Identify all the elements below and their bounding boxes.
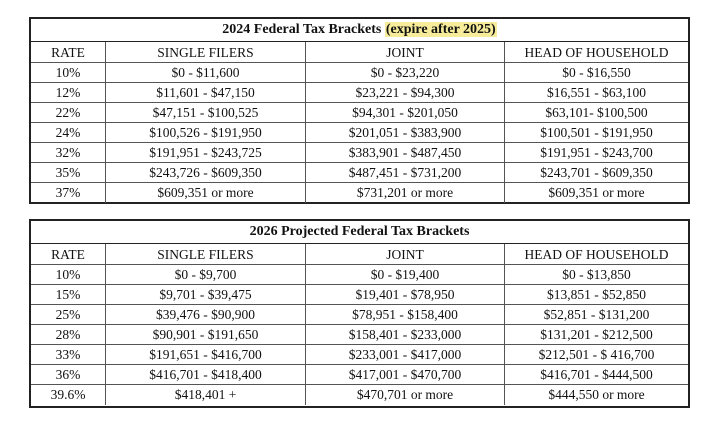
- joint-cell: $94,301 - $201,050: [306, 103, 505, 123]
- table-body: 10% $0 - $11,600 $0 - $23,220 $0 - $16,550 1…: [31, 63, 688, 203]
- joint-cell: $731,201 or more: [306, 183, 505, 203]
- head-of-household-cell: $13,851 - $52,850: [505, 285, 688, 305]
- joint-cell: $78,951 - $158,400: [306, 305, 505, 325]
- joint-cell: $19,401 - $78,950: [306, 285, 505, 305]
- joint-cell: $417,001 - $470,700: [306, 365, 505, 385]
- head-of-household-cell: $212,501 - $ 416,700: [505, 345, 688, 365]
- joint-cell: $201,051 - $383,900: [306, 123, 505, 143]
- header-row: RATE SINGLE FILERS JOINT HEAD OF HOUSEHO…: [31, 244, 688, 265]
- joint-cell: $470,701 or more: [306, 385, 505, 405]
- single-filers-cell: $416,701 - $418,400: [106, 365, 306, 385]
- tax-table-2024: 2024 Federal Tax Brackets (expire after …: [29, 17, 690, 204]
- joint-cell: $487,451 - $731,200: [306, 163, 505, 183]
- rate-cell: 28%: [31, 325, 106, 345]
- table-row: 32% $191,951 - $243,725 $383,901 - $487,45…: [31, 143, 688, 163]
- head-of-household-cell: $0 - $16,550: [505, 63, 688, 83]
- header-joint: JOINT: [306, 244, 505, 265]
- head-of-household-cell: $63,101- $100,500: [505, 103, 688, 123]
- table-row: 39.6% $418,401 + $470,701 or more $444,550 …: [31, 385, 688, 405]
- table-row: 36% $416,701 - $418,400 $417,001 - $470,70…: [31, 365, 688, 385]
- rate-cell: 39.6%: [31, 385, 106, 405]
- joint-cell: $0 - $23,220: [306, 63, 505, 83]
- single-filers-cell: $0 - $9,700: [106, 265, 306, 285]
- table-row: 33% $191,651 - $416,700 $233,001 - $417,00…: [31, 345, 688, 365]
- header-single-filers: SINGLE FILERS: [106, 244, 306, 265]
- header-rate: RATE: [31, 42, 106, 63]
- header-row: RATE SINGLE FILERS JOINT HEAD OF HOUSEHO…: [31, 42, 688, 63]
- joint-cell: $233,001 - $417,000: [306, 345, 505, 365]
- single-filers-cell: $39,476 - $90,900: [106, 305, 306, 325]
- single-filers-cell: $9,701 - $39,475: [106, 285, 306, 305]
- head-of-household-cell: $444,550 or more: [548, 387, 645, 402]
- rate-cell: 37%: [31, 183, 106, 203]
- single-filers-cell: $191,951 - $243,725: [106, 143, 306, 163]
- single-filers-cell: $418,401 +: [106, 385, 306, 405]
- table-row: 22% $47,151 - $100,525 $94,301 - $201,050 $…: [31, 103, 688, 123]
- rate-cell: 15%: [31, 285, 106, 305]
- joint-cell: $0 - $19,400: [306, 265, 505, 285]
- header-single-filers: SINGLE FILERS: [106, 42, 306, 63]
- table-row: 15% $9,701 - $39,475 $19,401 - $78,950 $13,…: [31, 285, 688, 305]
- table-row: 10% $0 - $11,600 $0 - $23,220 $0 - $16,550: [31, 63, 688, 83]
- joint-cell: $23,221 - $94,300: [306, 83, 505, 103]
- single-filers-cell: $191,651 - $416,700: [106, 345, 306, 365]
- header-joint: JOINT: [306, 42, 505, 63]
- rate-cell: 32%: [31, 143, 106, 163]
- rate-cell: 22%: [31, 103, 106, 123]
- table-row: 25% $39,476 - $90,900 $78,951 - $158,400 $5…: [31, 305, 688, 325]
- head-of-household-cell: $416,701 - $444,500: [505, 365, 688, 385]
- single-filers-cell: $609,351 or more: [106, 183, 306, 203]
- header-rate: RATE: [31, 244, 106, 265]
- rate-cell: 10%: [31, 63, 106, 83]
- table-title: 2024 Federal Tax Brackets (expire after …: [31, 19, 688, 42]
- head-of-household-cell: $243,701 - $609,350: [505, 163, 688, 183]
- single-filers-cell: $0 - $11,600: [106, 63, 306, 83]
- table-row: 28% $90,901 - $191,650 $158,401 - $233,000…: [31, 325, 688, 345]
- rate-cell: 36%: [31, 365, 106, 385]
- joint-cell: $158,401 - $233,000: [306, 325, 505, 345]
- head-of-household-cell: $131,201 - $212,500: [505, 325, 688, 345]
- joint-cell: $383,901 - $487,450: [306, 143, 505, 163]
- head-of-household-cell: $16,551 - $63,100: [505, 83, 688, 103]
- single-filers-cell: $11,601 - $47,150: [106, 83, 306, 103]
- head-of-household-cell: $609,351 or more: [548, 185, 645, 200]
- single-filers-cell: $243,726 - $609,350: [106, 163, 306, 183]
- table-title-main: 2026 Projected Federal Tax Brackets: [249, 224, 470, 239]
- head-of-household-cell: $0 - $13,850: [505, 265, 688, 285]
- rate-cell: 25%: [31, 305, 106, 325]
- table-title: 2026 Projected Federal Tax Brackets: [31, 221, 688, 244]
- table-row: 37% $609,351 or more $731,201 or more $609,…: [31, 183, 688, 203]
- table-title-highlight: (expire after 2025): [384, 22, 497, 37]
- table-row: 35% $243,726 - $609,350 $487,451 - $731,20…: [31, 163, 688, 183]
- single-filers-cell: $100,526 - $191,950: [106, 123, 306, 143]
- table-row: 24% $100,526 - $191,950 $201,051 - $383,90…: [31, 123, 688, 143]
- header-head-of-household: HEAD OF HOUSEHOLD: [505, 244, 688, 265]
- rate-cell: 24%: [31, 123, 106, 143]
- single-filers-cell: $90,901 - $191,650: [106, 325, 306, 345]
- rate-cell: 12%: [31, 83, 106, 103]
- tax-table-2026: 2026 Projected Federal Tax Brackets RATE…: [29, 219, 690, 408]
- rate-cell: 35%: [31, 163, 106, 183]
- table-body: 10% $0 - $9,700 $0 - $19,400 $0 - $13,850 15…: [31, 265, 688, 405]
- rate-cell: 10%: [31, 265, 106, 285]
- head-of-household-cell: $191,951 - $243,700: [505, 143, 688, 163]
- head-of-household-cell: $100,501 - $191,950: [505, 123, 688, 143]
- table-title-main: 2024 Federal Tax Brackets: [222, 22, 382, 37]
- head-of-household-cell: $52,851 - $131,200: [505, 305, 688, 325]
- table-row: 10% $0 - $9,700 $0 - $19,400 $0 - $13,850: [31, 265, 688, 285]
- rate-cell: 33%: [31, 345, 106, 365]
- table-row: 12% $11,601 - $47,150 $23,221 - $94,300 $16…: [31, 83, 688, 103]
- single-filers-cell: $47,151 - $100,525: [106, 103, 306, 123]
- header-head-of-household: HEAD OF HOUSEHOLD: [505, 42, 688, 63]
